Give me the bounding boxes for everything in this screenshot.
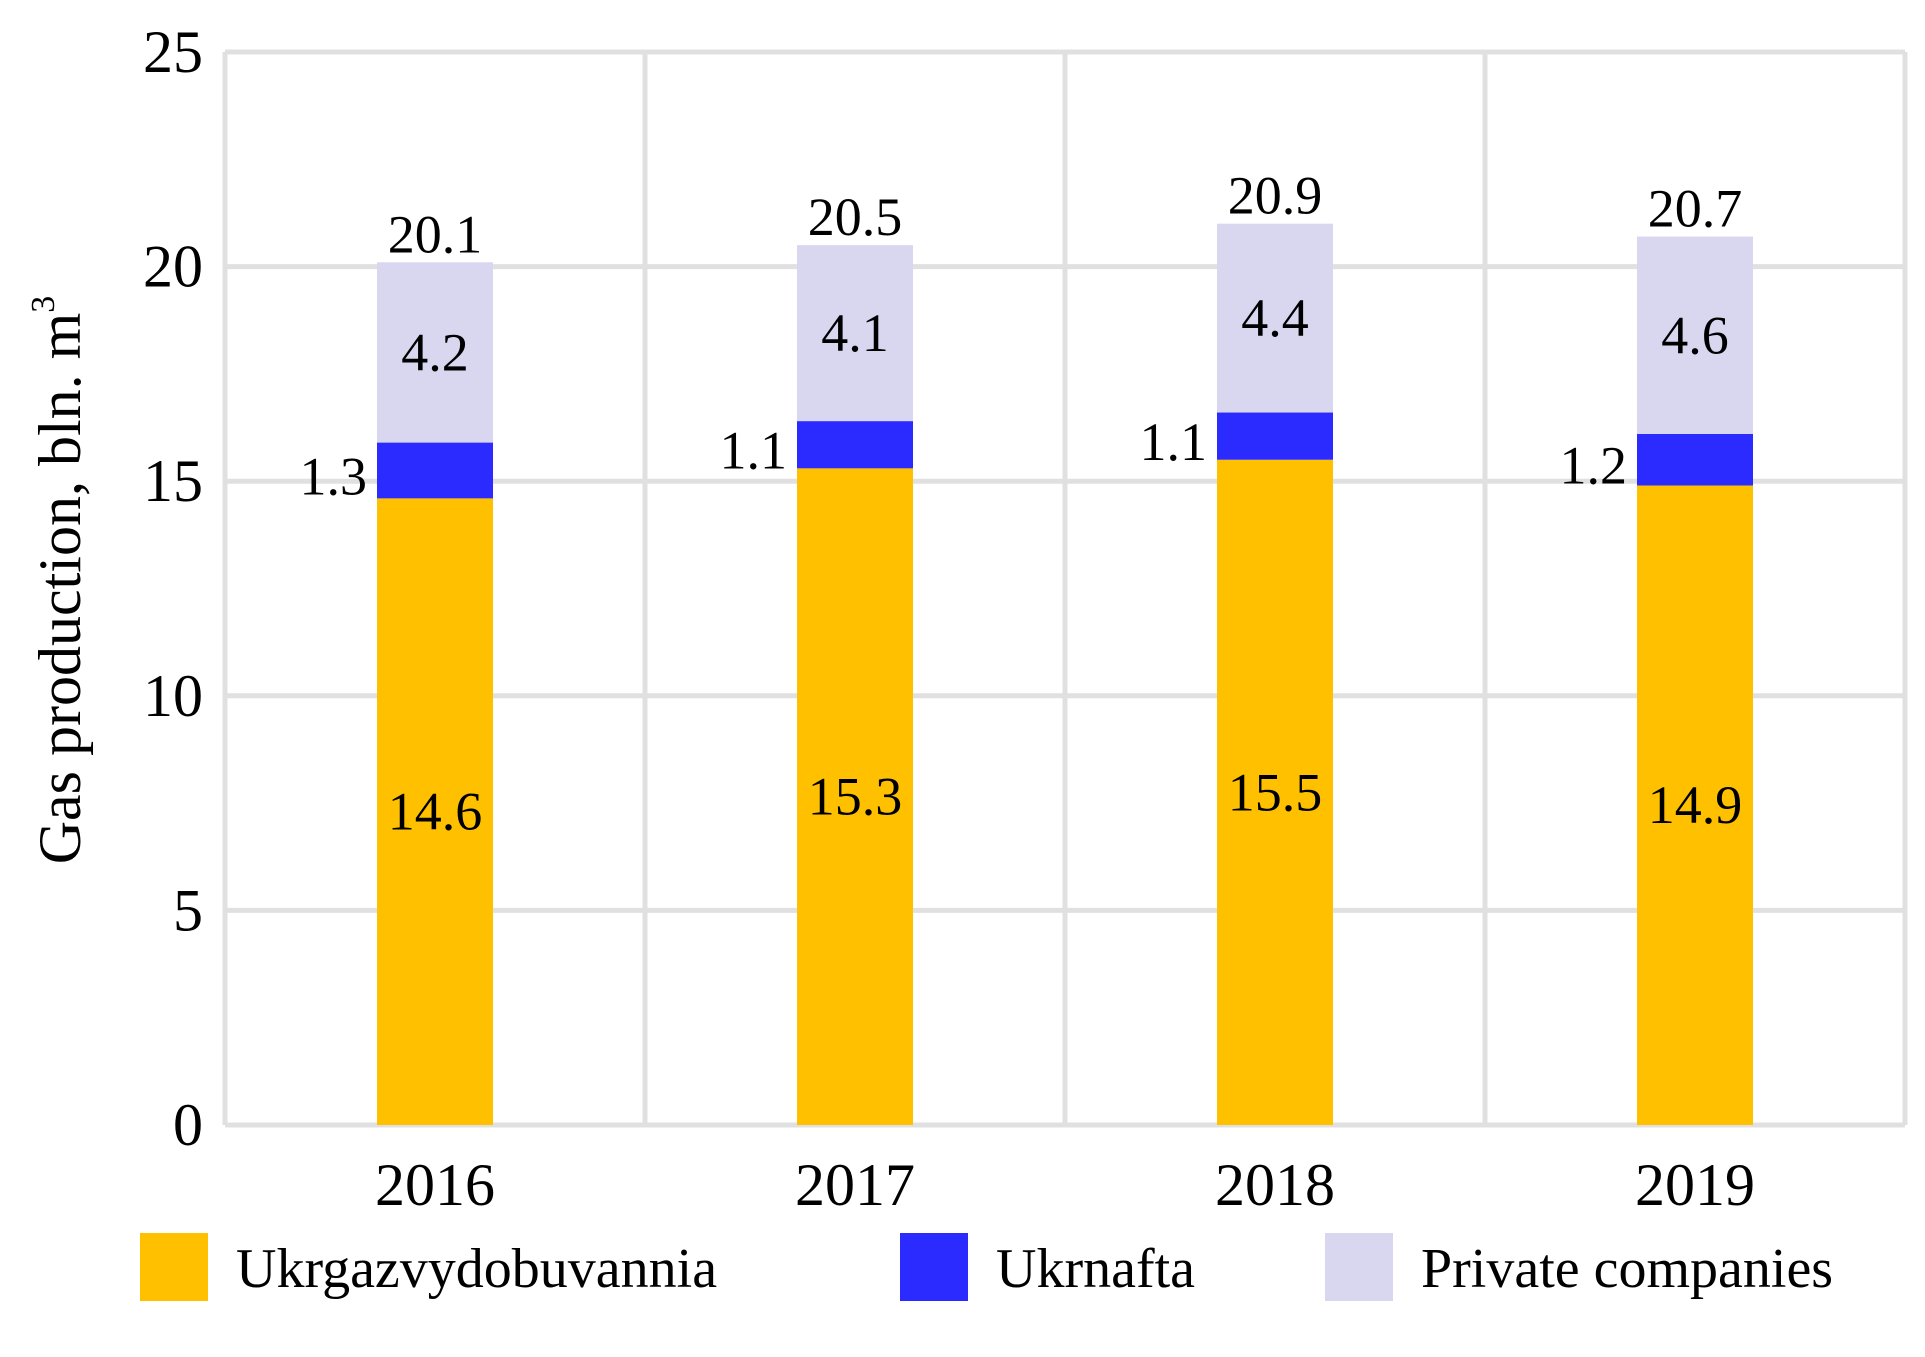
bar-ukrgazvydobuvannia-2018: [1217, 459, 1333, 1125]
legend-label-ukrnafta: Ukrnafta: [996, 1238, 1195, 1300]
bar-ukrnafta-2019: [1637, 433, 1753, 486]
bar-private-companies-2018: [1217, 223, 1333, 413]
bar-ukrnafta-2018: [1217, 412, 1333, 460]
data-label-ukrnafta: 1.2: [1560, 436, 1628, 496]
x-tick-label: 2019: [1635, 1152, 1755, 1218]
total-label: 20.1: [388, 204, 483, 264]
data-label-ukrgazvydobuvannia: 14.6: [388, 782, 483, 842]
legend: Ukrgazvydobuvannia Ukrnafta Private compan…: [140, 1233, 1833, 1301]
data-label-private-companies: 4.1: [821, 303, 889, 363]
data-label-private-companies: 4.6: [1661, 305, 1729, 365]
total-label: 20.9: [1228, 166, 1323, 226]
bar-ukrnafta-2016: [377, 442, 493, 499]
total-label: 20.7: [1648, 179, 1743, 239]
data-label-ukrgazvydobuvannia: 14.9: [1648, 775, 1743, 835]
data-label-ukrgazvydobuvannia: 15.5: [1228, 762, 1323, 822]
data-label-private-companies: 4.2: [401, 322, 469, 382]
legend-swatch-ukrgazvydobuvannia: [140, 1233, 208, 1301]
y-tick-label: 15: [143, 448, 203, 514]
bar-private-companies-2017: [797, 245, 913, 422]
grid-layer: [222, 49, 1908, 1128]
data-label-ukrnafta: 1.1: [1140, 412, 1208, 472]
y-tick-label: 20: [143, 234, 203, 300]
y-tick-label: 25: [143, 19, 203, 85]
bar-ukrnafta-2017: [797, 421, 913, 469]
data-labels-layer: 14.6 1.3 4.2 20.1 15.3 1.1 4.1 20.5 15.5 1.1 4.4 20…: [300, 166, 1743, 842]
bars-layer: [377, 223, 1753, 1126]
legend-label-ukrgazvydobuvannia: Ukrgazvydobuvannia: [236, 1238, 717, 1300]
bar-ukrgazvydobuvannia-2017: [797, 468, 913, 1126]
data-label-ukrnafta: 1.1: [720, 421, 788, 481]
x-tick-label: 2017: [795, 1152, 915, 1218]
y-axis-title-superscript: 3: [25, 296, 62, 313]
x-tick-label: 2016: [375, 1152, 495, 1218]
bar-private-companies-2019: [1637, 236, 1753, 434]
legend-swatch-ukrnafta: [900, 1233, 968, 1301]
axis-layer: 0 5 10 15 20 25 2016 2017 2018 2019: [143, 19, 1755, 1218]
data-label-private-companies: 4.4: [1241, 288, 1309, 348]
legend-swatch-private-companies: [1325, 1233, 1393, 1301]
data-label-ukrgazvydobuvannia: 15.3: [808, 767, 903, 827]
bar-ukrgazvydobuvannia-2016: [377, 498, 493, 1125]
data-label-ukrnafta: 1.3: [300, 446, 368, 506]
bar-private-companies-2016: [377, 262, 493, 443]
y-tick-label: 0: [173, 1092, 203, 1158]
y-axis-title-text: Gas production, bln. m: [27, 313, 93, 865]
y-axis-title: Gas production, bln. m3: [25, 296, 93, 865]
y-tick-label: 5: [173, 877, 203, 943]
total-label: 20.5: [808, 187, 903, 247]
bar-ukrgazvydobuvannia-2019: [1637, 485, 1753, 1125]
legend-label-private-companies: Private companies: [1421, 1238, 1833, 1300]
y-tick-label: 10: [143, 663, 203, 729]
x-tick-label: 2018: [1215, 1152, 1335, 1218]
